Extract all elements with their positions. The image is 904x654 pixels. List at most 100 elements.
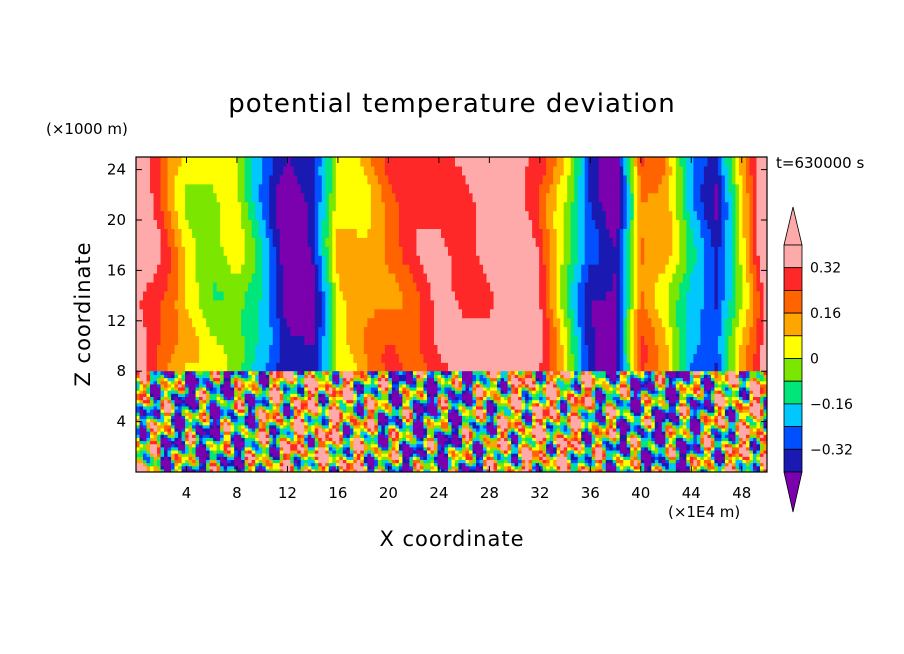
- contour-cell-lower: [181, 418, 186, 423]
- contour-cell-upper: [360, 219, 365, 229]
- contour-cell-upper: [511, 201, 516, 212]
- contour-cell-upper: [455, 219, 460, 229]
- contour-cell-upper: [412, 183, 418, 194]
- contour-cell-lower: [143, 462, 148, 467]
- contour-cell-upper: [500, 201, 505, 212]
- contour-cell-upper: [153, 192, 158, 203]
- contour-cell-lower: [202, 374, 207, 379]
- contour-cell-upper: [630, 264, 635, 274]
- contour-cell-upper: [234, 362, 239, 372]
- contour-cell-upper: [556, 192, 561, 203]
- contour-cell-upper: [507, 183, 512, 194]
- contour-cell-upper: [644, 237, 649, 247]
- contour-cell-upper: [686, 273, 691, 283]
- contour-cell-upper: [290, 290, 295, 301]
- contour-cell-upper: [349, 264, 354, 274]
- contour-cell-lower: [188, 393, 193, 397]
- contour-cell-upper: [153, 246, 158, 256]
- contour-cell-upper: [686, 174, 691, 185]
- contour-cell-upper: [763, 335, 767, 346]
- contour-cell-upper: [549, 228, 554, 238]
- contour-cell-upper: [314, 255, 319, 265]
- contour-cell-upper: [493, 192, 498, 203]
- contour-cell-upper: [405, 219, 411, 229]
- contour-cell-upper: [504, 273, 509, 283]
- contour-cell-lower: [188, 462, 193, 467]
- contour-cell-lower: [202, 399, 207, 404]
- contour-cell-lower: [139, 380, 144, 385]
- contour-cell-upper: [490, 246, 495, 256]
- contour-cell-upper: [181, 192, 186, 203]
- contour-cell-lower: [206, 449, 211, 454]
- contour-cell-upper: [518, 174, 523, 185]
- contour-cell-lower: [192, 459, 197, 464]
- contour-cell-upper: [206, 362, 211, 372]
- contour-cell-lower: [136, 465, 141, 470]
- contour-cell-upper: [185, 344, 190, 354]
- contour-cell-upper: [398, 201, 404, 212]
- contour-cell-upper: [731, 210, 737, 221]
- contour-cell-upper: [458, 210, 463, 221]
- contour-cell-lower: [164, 412, 169, 416]
- contour-cell-lower: [181, 405, 186, 410]
- contour-cell-upper: [752, 344, 758, 354]
- contour-cell-upper: [405, 362, 411, 372]
- contour-cell-upper: [328, 281, 333, 292]
- contour-cell-upper: [349, 344, 354, 354]
- contour-cell-upper: [647, 344, 652, 354]
- contour-cell-upper: [192, 317, 197, 328]
- contour-cell-upper: [416, 299, 421, 310]
- contour-cell-upper: [616, 165, 621, 176]
- contour-cell-upper: [405, 308, 411, 319]
- contour-cell-upper: [731, 299, 737, 310]
- contour-cell-upper: [507, 344, 512, 354]
- contour-cell-upper: [668, 290, 673, 301]
- contour-cell-upper: [265, 362, 270, 372]
- contour-cell-upper: [283, 201, 288, 212]
- contour-cell-lower: [188, 431, 193, 435]
- contour-cell-upper: [374, 326, 379, 337]
- contour-cell-upper: [279, 281, 284, 292]
- contour-cell-lower: [164, 421, 169, 426]
- contour-cell-upper: [588, 326, 593, 337]
- contour-cell-lower: [185, 431, 190, 435]
- contour-cell-upper: [728, 201, 733, 212]
- contour-cell-upper: [318, 157, 323, 167]
- contour-cell-lower: [157, 424, 162, 429]
- contour-cell-upper: [728, 219, 733, 229]
- contour-cell-upper: [658, 237, 663, 247]
- contour-cell-upper: [143, 335, 148, 346]
- contour-cell-upper: [185, 317, 190, 328]
- contour-cell-upper: [325, 299, 330, 310]
- contour-cell-upper: [423, 335, 428, 346]
- contour-cell-upper: [395, 183, 400, 194]
- contour-cell-upper: [314, 246, 319, 256]
- contour-cell-upper: [742, 157, 747, 167]
- contour-cell-upper: [314, 174, 319, 185]
- contour-cell-upper: [174, 183, 179, 194]
- contour-cell-upper: [234, 165, 239, 176]
- contour-cell-upper: [731, 290, 737, 301]
- contour-cell-upper: [213, 174, 218, 185]
- contour-cell-upper: [535, 192, 540, 203]
- contour-cell-upper: [661, 165, 666, 176]
- contour-cell-upper: [668, 183, 673, 194]
- contour-cell-upper: [150, 174, 155, 185]
- contour-cell-upper: [451, 353, 456, 363]
- contour-cell-upper: [440, 174, 446, 185]
- contour-cell-lower: [206, 437, 211, 442]
- contour-cell-upper: [591, 308, 596, 319]
- contour-cell-upper: [728, 353, 733, 363]
- contour-cell-upper: [710, 362, 716, 372]
- contour-cell-lower: [153, 449, 158, 454]
- contour-cell-upper: [731, 201, 737, 212]
- contour-cell-upper: [581, 192, 586, 203]
- contour-cell-upper: [237, 192, 242, 203]
- contour-cell-upper: [430, 183, 435, 194]
- contour-cell-lower: [171, 456, 176, 460]
- contour-cell-upper: [409, 335, 414, 346]
- contour-cell-upper: [244, 183, 249, 194]
- contour-cell-upper: [293, 201, 298, 212]
- contour-cell-lower: [206, 462, 211, 467]
- contour-cell-lower: [139, 434, 144, 438]
